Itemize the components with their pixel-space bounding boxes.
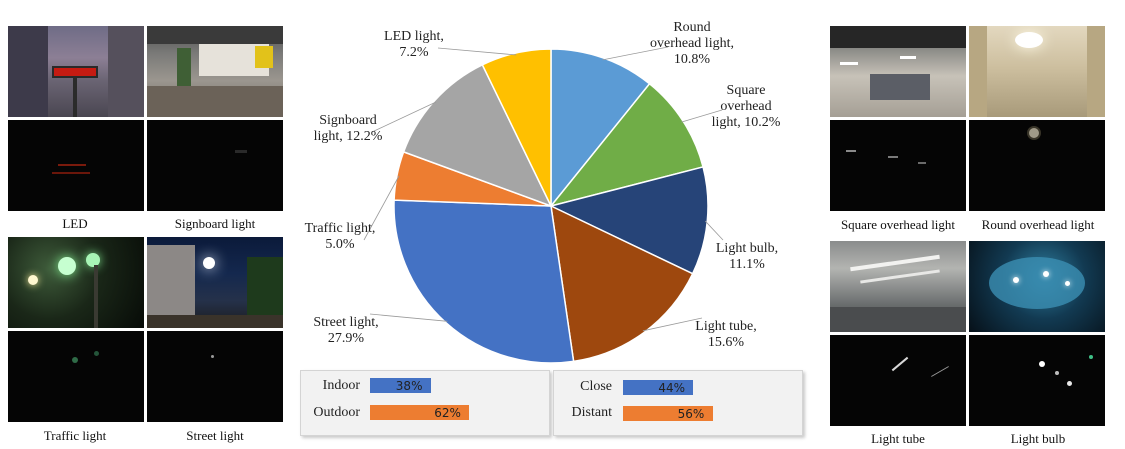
- bar-label-outdoor: Outdoor: [313, 405, 360, 420]
- traffic-night-photo: [8, 331, 144, 422]
- pie-leader-2: [704, 220, 724, 241]
- tube-day-photo: [830, 241, 966, 332]
- caption-signboard: Signboard light: [174, 216, 256, 231]
- round-night-photo: [969, 120, 1105, 211]
- pie-label-3: Light tube, 15.6%: [695, 319, 756, 350]
- pie-slice-2: [548, 166, 709, 275]
- street-day-photo: [147, 237, 283, 328]
- bar-value-distant: 56%: [677, 407, 705, 421]
- signboard-day-photo: [147, 26, 283, 117]
- signboard-night-photo: [147, 120, 283, 211]
- pie-slice-1: [548, 82, 704, 208]
- pie-label-2: Light bulb, 11.1%: [716, 241, 778, 272]
- pie-slice-7: [481, 48, 552, 207]
- pie-label-7: LED light, 7.2%: [384, 29, 444, 60]
- caption-street: Street light: [186, 428, 244, 443]
- pie-leader-7: [437, 47, 517, 56]
- square-night-photo: [830, 120, 966, 211]
- pie-slice-3: [550, 204, 694, 363]
- pie-leader-1: [681, 109, 723, 123]
- bulb-night-photo: [969, 335, 1105, 426]
- pie-slice-6: [402, 63, 553, 208]
- caption-bulb: Light bulb: [1010, 431, 1066, 446]
- pie-leader-4: [369, 313, 448, 322]
- pie-leader-6: [371, 101, 437, 133]
- bar-close: [623, 380, 694, 395]
- caption-led: LED: [62, 216, 88, 231]
- light-type-pie-chart: Round overhead light, 10.8% Square overhead l…: [305, 20, 781, 364]
- bar-value-outdoor: 62%: [434, 406, 461, 420]
- street-night-photo: [147, 331, 283, 422]
- bar-label-close: Close: [580, 379, 612, 394]
- caption-traffic: Traffic light: [43, 428, 107, 443]
- traffic-day-photo: [8, 237, 144, 328]
- pie-label-0: Round overhead light, 10.8%: [650, 20, 734, 67]
- tube-night-photo: [830, 335, 966, 426]
- pie-label-1: Square overhead light, 10.2%: [712, 83, 781, 130]
- pie-slice-4: [393, 199, 575, 364]
- round-day-photo: [969, 26, 1105, 117]
- pie-slice-0: [550, 48, 651, 209]
- square-day-photo: [830, 26, 966, 117]
- pie-leader-5: [363, 175, 400, 241]
- bar-indoor: [370, 378, 431, 393]
- pie-leader-0: [602, 46, 669, 61]
- pie-label-4: Street light, 27.9%: [313, 315, 378, 346]
- bulb-day-photo: [969, 241, 1105, 332]
- pie-label-5: Traffic light, 5.0%: [305, 221, 376, 252]
- pie-leader-3: [642, 317, 703, 332]
- caption-tube: Light tube: [871, 431, 925, 446]
- bar-label-indoor: Indoor: [322, 378, 360, 393]
- pie-labels: Round overhead light, 10.8% Square overhead l…: [305, 20, 781, 350]
- led-night-photo: [8, 120, 144, 211]
- bar-value-close: 44%: [658, 381, 686, 395]
- pie-leader-lines: [363, 46, 724, 332]
- caption-square: Square overhead light: [840, 217, 956, 232]
- bar-value-indoor: 38%: [395, 379, 423, 393]
- caption-round: Round overhead light: [981, 217, 1095, 232]
- bar-distant: [623, 406, 713, 421]
- led-day-photo: [8, 26, 144, 117]
- bar-label-distant: Distant: [571, 405, 612, 420]
- pie-label-6: Signboard light, 12.2%: [314, 113, 383, 144]
- bar-outdoor: [370, 405, 470, 420]
- pie-slices: [393, 48, 709, 364]
